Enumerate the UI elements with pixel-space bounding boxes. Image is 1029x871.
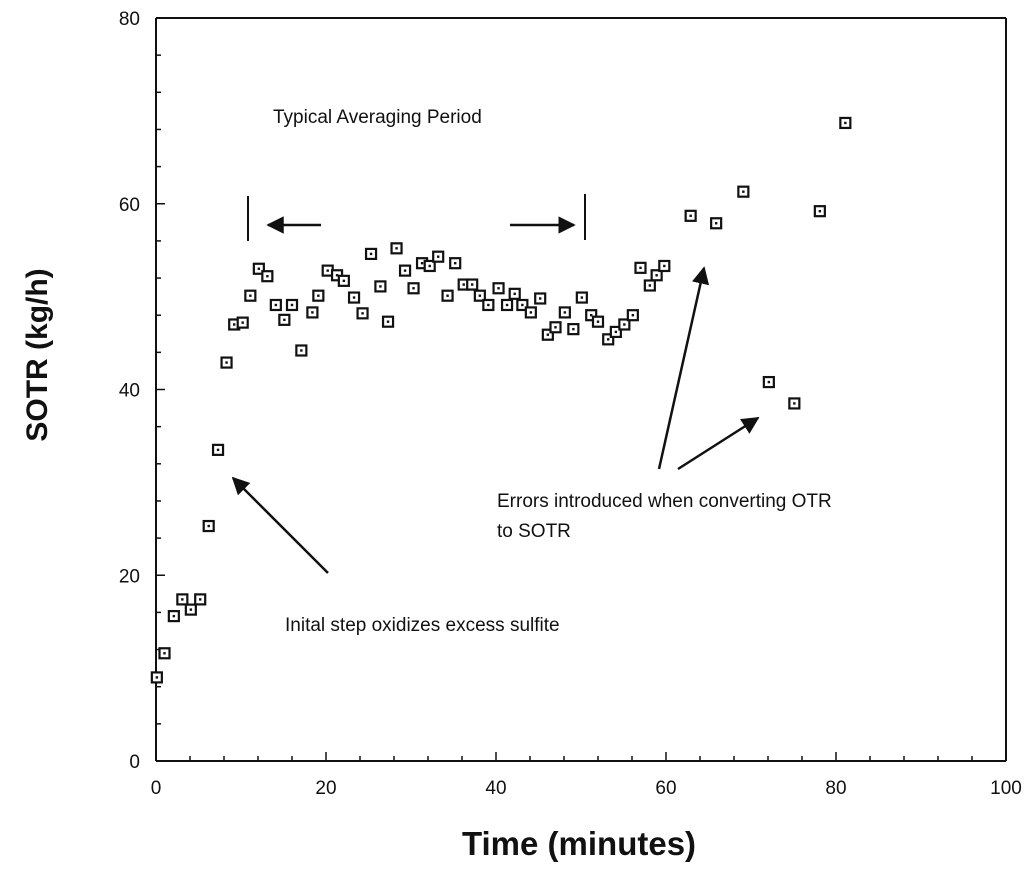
data-point <box>508 287 521 300</box>
data-point <box>176 593 189 606</box>
x-tick-label: 20 <box>315 778 336 799</box>
data-point <box>591 315 605 328</box>
data-point <box>202 519 215 533</box>
data-point <box>492 282 505 295</box>
x-axis-title: Time (minutes) <box>462 825 696 862</box>
x-axis-ticks: 0 20 40 60 80 100 <box>151 752 1022 799</box>
data-point <box>634 261 647 274</box>
data-point <box>466 278 479 291</box>
arrow-errors-upper <box>657 266 710 470</box>
annotation-errors-line1: Errors introduced when converting OTR <box>497 491 832 512</box>
data-point <box>423 259 436 273</box>
data-point <box>407 282 420 295</box>
data-point <box>269 298 282 312</box>
annotation-initial-step: Inital step oxidizes excess sulfite <box>285 615 560 636</box>
data-point <box>658 259 671 273</box>
x-tick-label: 60 <box>655 778 676 799</box>
y-axis-title: SOTR (kg/h) <box>21 268 54 441</box>
data-point <box>150 671 163 684</box>
data-point <box>312 289 325 302</box>
data-point <box>295 344 308 357</box>
data-point <box>473 289 486 302</box>
data-point <box>441 289 454 302</box>
data-point <box>252 262 265 275</box>
data-point <box>261 270 274 283</box>
data-point <box>167 610 180 623</box>
data-point <box>684 209 697 222</box>
data-point <box>306 306 319 319</box>
data-point <box>839 116 852 130</box>
data-point <box>500 298 514 312</box>
data-point <box>524 306 537 319</box>
y-tick-label: 40 <box>119 381 140 402</box>
data-point <box>813 205 826 218</box>
annotation-layer: Typical Averaging Period Errors introduc… <box>231 107 832 636</box>
data-point <box>244 289 257 302</box>
arrow-initial-step <box>231 476 329 574</box>
data-point <box>337 274 350 287</box>
data-point <box>482 298 495 312</box>
data-point <box>516 298 529 312</box>
data-point <box>364 247 378 261</box>
data-point <box>374 280 387 293</box>
data-point <box>534 292 547 305</box>
data-point <box>643 279 656 292</box>
data-point <box>650 269 663 282</box>
data-point <box>398 264 412 277</box>
data-point <box>236 316 249 329</box>
data-point <box>158 647 171 660</box>
data-point <box>602 333 615 346</box>
x-tick-label: 0 <box>151 778 162 799</box>
data-point <box>737 185 750 198</box>
annotation-averaging-period: Typical Averaging Period <box>273 107 482 128</box>
y-axis-ticks: 0 20 40 60 80 <box>119 9 165 773</box>
x-tick-label: 80 <box>825 778 846 799</box>
data-point <box>585 309 598 322</box>
data-point <box>618 318 631 331</box>
data-point <box>356 307 369 320</box>
plot-frame <box>155 17 1007 762</box>
data-point <box>609 325 622 339</box>
x-tick-label: 100 <box>990 778 1022 799</box>
data-point <box>449 257 462 270</box>
data-point <box>549 321 562 334</box>
y-tick-label: 80 <box>119 9 140 30</box>
y-tick-label: 60 <box>119 195 140 216</box>
data-point <box>575 291 588 304</box>
data-point <box>788 397 801 410</box>
y-tick-label: 0 <box>129 752 140 773</box>
data-point <box>541 328 554 341</box>
data-points <box>150 116 852 684</box>
data-point <box>211 443 225 456</box>
data-point <box>567 323 580 336</box>
x-tick-label: 40 <box>485 778 506 799</box>
data-point <box>626 309 639 322</box>
data-point <box>390 242 403 255</box>
annotation-errors-line2: to SOTR <box>497 521 571 542</box>
arrow-errors-lower <box>677 416 760 471</box>
data-point <box>347 291 361 304</box>
data-point <box>184 603 197 616</box>
data-point <box>194 593 207 606</box>
data-point <box>285 298 299 312</box>
data-point <box>278 313 291 326</box>
data-point <box>558 306 571 319</box>
data-point <box>710 217 723 230</box>
data-point <box>432 250 445 263</box>
data-point <box>381 315 395 328</box>
data-point <box>762 375 775 389</box>
data-point <box>220 356 233 369</box>
y-tick-label: 20 <box>119 566 140 587</box>
